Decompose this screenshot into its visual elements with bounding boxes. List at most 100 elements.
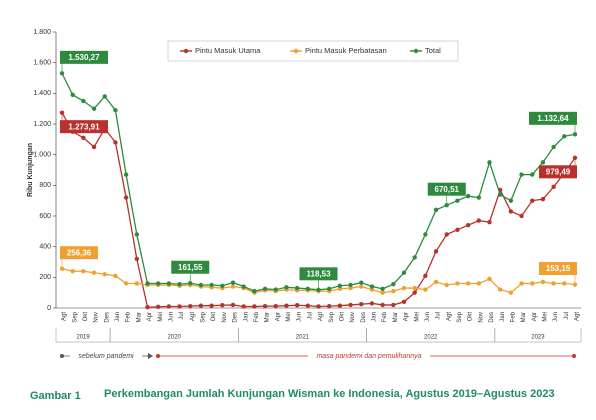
- data-point: [102, 272, 107, 277]
- data-point: [81, 269, 86, 274]
- annotation-bg: [308, 350, 430, 362]
- data-point: [540, 196, 546, 202]
- x-tick-label: Des: [104, 312, 110, 323]
- x-tick-label: Agt: [446, 312, 452, 321]
- data-point: [562, 281, 567, 286]
- x-tick-label: Okt: [211, 312, 217, 322]
- label-box: [60, 246, 98, 260]
- x-tick-label: Agt: [575, 312, 581, 321]
- data-point: [145, 305, 150, 310]
- label-box: [539, 262, 577, 276]
- data-point: [209, 282, 214, 288]
- x-tick-label: Apr: [275, 312, 281, 321]
- x-tick-label: Mei: [158, 312, 164, 322]
- data-point: [252, 288, 257, 294]
- data-point: [198, 303, 204, 308]
- x-tick-label: Des: [361, 312, 367, 323]
- data-point: [487, 276, 492, 282]
- data-point: [551, 144, 556, 150]
- annotation: masa pandemi dan pemulihannya: [316, 353, 421, 360]
- label-box: [539, 165, 577, 179]
- data-point: [369, 284, 375, 289]
- data-point: [273, 303, 278, 309]
- y-axis-label: Ribu Kunjungan: [27, 143, 34, 197]
- data-point: [348, 302, 353, 308]
- dot: [60, 354, 64, 358]
- data-point: [326, 303, 332, 309]
- x-tick-label: Jan: [115, 312, 121, 322]
- y-tick-label: 1.600: [33, 60, 51, 67]
- data-point: [348, 285, 353, 291]
- year-label: 2022: [424, 335, 438, 341]
- x-tick-label: Agt: [190, 312, 196, 321]
- y-tick-label: 0: [47, 305, 51, 312]
- data-point: [348, 282, 353, 288]
- x-tick-label: Feb: [254, 311, 260, 322]
- data-label: 1.132,64: [537, 114, 569, 123]
- x-tick-label: Mei: [414, 312, 420, 322]
- data-point: [401, 285, 407, 291]
- data-point: [166, 304, 172, 309]
- data-point: [530, 172, 535, 177]
- data-point: [273, 287, 278, 292]
- arrow: [148, 353, 153, 359]
- data-point: [113, 108, 118, 113]
- data-point: [551, 184, 556, 190]
- y-tick-label: 1.200: [33, 121, 51, 128]
- data-point: [81, 98, 86, 104]
- data-point: [433, 249, 439, 254]
- x-tick-label: Jul: [307, 312, 313, 320]
- data-point: [209, 303, 214, 308]
- year-label: 2019: [76, 335, 90, 341]
- data-point: [252, 304, 257, 309]
- x-tick-label: Mei: [286, 312, 292, 322]
- data-label: 256,36: [67, 248, 92, 257]
- label-box: [60, 50, 108, 64]
- legend-label: Pintu Masuk Utama: [195, 46, 261, 55]
- x-tick-label: Nov: [478, 312, 484, 323]
- data-point: [369, 287, 375, 292]
- x-tick-label: Nov: [94, 312, 100, 323]
- data-point: [455, 281, 460, 286]
- data-point: [530, 281, 535, 286]
- data-point: [198, 282, 204, 288]
- legend-label: Total: [425, 46, 441, 55]
- data-point: [177, 282, 182, 287]
- label-box: [299, 267, 338, 281]
- y-tick-label: 1.000: [33, 152, 51, 159]
- x-tick-label: Feb: [510, 311, 516, 322]
- data-point: [391, 288, 396, 294]
- data-label: 1.273,91: [68, 122, 100, 131]
- data-point: [70, 269, 75, 274]
- data-point: [294, 303, 300, 308]
- data-point: [91, 270, 97, 275]
- data-point: [401, 299, 407, 305]
- data-point: [241, 284, 246, 289]
- x-tick-label: Agt: [318, 312, 324, 321]
- x-tick-label: Feb: [126, 311, 132, 322]
- data-point: [284, 285, 289, 290]
- data-point: [391, 282, 396, 287]
- legend-dot: [293, 48, 299, 54]
- data-point: [476, 281, 482, 286]
- data-point: [155, 304, 161, 309]
- x-tick-label: Mar: [393, 312, 399, 322]
- data-point: [359, 280, 364, 285]
- x-tick-label: Agt: [62, 312, 68, 321]
- data-label: 118,53: [306, 269, 331, 278]
- x-tick-label: Okt: [83, 312, 89, 322]
- data-point: [337, 283, 343, 288]
- data-point: [444, 282, 449, 288]
- data-point: [359, 301, 364, 307]
- data-point: [102, 94, 107, 99]
- data-point: [412, 255, 417, 260]
- data-point: [455, 198, 460, 203]
- data-point: [519, 172, 524, 177]
- x-tick-label: Jul: [179, 312, 185, 320]
- data-point: [508, 209, 514, 214]
- y-tick-label: 1.800: [33, 29, 51, 36]
- data-point: [455, 227, 460, 232]
- data-point: [134, 232, 140, 237]
- data-point: [540, 279, 546, 285]
